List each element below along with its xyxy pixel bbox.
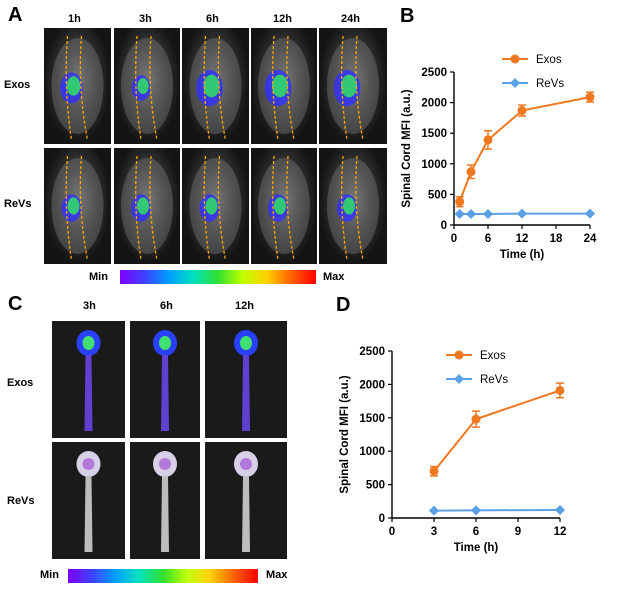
chart-b: 0 500 1000 1500 2000 2500 0 6 12 18 24 Time (h) Spin… [400, 5, 597, 261]
chart-d-point-exos [555, 385, 565, 395]
chart-b-point-exos [517, 106, 527, 116]
chart-b-point-revs [585, 208, 595, 219]
chart-b-xlabel: Time (h) [500, 249, 545, 261]
mouse-image-exos-4 [319, 28, 387, 144]
chart-b-ytick-label: 2500 [421, 67, 447, 79]
mouse-image-exos-0 [44, 28, 111, 144]
mouse-image-revs-0 [44, 148, 111, 264]
chart-b-legend-marker-revs [510, 78, 520, 88]
panel-c-time-6h: 6h [160, 300, 173, 312]
cord-image-revs-1 [130, 442, 200, 559]
panel-a-scale-max: Max [323, 271, 345, 283]
panel-a-time-12h: 12h [273, 13, 292, 25]
chart-d-xtick-label: 12 [554, 526, 567, 538]
panel-a-time-1h: 1h [68, 13, 81, 25]
panel-c-row-revs: ReVs [7, 495, 35, 507]
panel-c-letter: C [8, 293, 23, 315]
chart-d-legend-label-exos: Exos [480, 350, 506, 362]
chart-d-xtick-label: 0 [389, 526, 395, 538]
chart-d-series-revs-line [433, 508, 561, 512]
panel-a-scale-min: Min [89, 271, 108, 283]
chart-d-ytick-label: 1500 [359, 413, 385, 425]
cord-image-exos-1 [130, 321, 200, 438]
cord-image-exos-2 [205, 321, 287, 438]
panel-a-time-24h: 24h [341, 13, 360, 25]
chart-d-ytick-label: 2000 [359, 379, 385, 391]
chart-d-xtick-label: 9 [515, 526, 521, 538]
chart-d-xlabel: Time (h) [454, 542, 499, 554]
cord-image-revs-2 [205, 442, 287, 559]
chart-d-ytick-label: 0 [379, 513, 385, 525]
chart-d-legend-marker-revs [454, 374, 464, 384]
mouse-image-exos-1 [114, 28, 180, 144]
chart-b-ytick-label: 1500 [421, 128, 447, 140]
chart-d-xtick-label: 6 [473, 526, 479, 538]
mouse-image-revs-3 [251, 148, 317, 264]
chart-b-point-exos [455, 197, 465, 207]
mouse-image-exos-3 [251, 28, 317, 144]
chart-b-point-exos [585, 92, 595, 102]
panel-c-scale-max: Max [266, 569, 288, 581]
panel-c-time-12h: 12h [235, 300, 254, 312]
chart-d-legend-label-revs: ReVs [480, 374, 508, 386]
chart-d: 0 500 1000 1500 2000 2500 0 3 6 9 12 Time (h) Spinal… [336, 294, 567, 554]
chart-d-point-revs [471, 505, 481, 516]
chart-d-series-exos-line [433, 389, 561, 472]
chart-b-xtick-label: 6 [485, 233, 491, 245]
chart-d-ytick-label: 1000 [359, 446, 385, 458]
chart-b-legend-label-exos: Exos [536, 54, 562, 66]
chart-b-xtick-label: 18 [550, 233, 563, 245]
panel-c-scale-min: Min [40, 569, 59, 581]
chart-b-point-revs [454, 208, 465, 219]
chart-b-ylabel: Spinal Cord MFI (a.u.) [401, 89, 413, 207]
chart-d-ytick-label: 500 [366, 480, 385, 492]
chart-b-panel-letter: B [400, 5, 414, 27]
chart-b-legend-label-revs: ReVs [536, 78, 564, 90]
chart-b-point-exos [483, 135, 493, 145]
chart-b-point-exos [466, 167, 476, 177]
chart-b-point-revs [517, 208, 527, 219]
chart-d-xtick-label: 3 [431, 526, 437, 538]
chart-d-point-revs [429, 505, 439, 516]
panel-a-colorbar [120, 270, 316, 284]
panel-c-row-exos: Exos [7, 377, 34, 389]
cord-image-revs-0 [52, 442, 125, 559]
panel-a-time-3h: 3h [139, 13, 152, 25]
chart-d-ytick-label: 2500 [359, 346, 385, 358]
mouse-image-revs-1 [114, 148, 180, 264]
panel-c-time-3h: 3h [83, 300, 96, 312]
panel-a-row-exos: Exos [4, 79, 31, 91]
chart-b-xtick-label: 0 [451, 233, 457, 245]
mouse-image-revs-4 [319, 148, 387, 264]
chart-b-ytick-label: 0 [441, 220, 447, 232]
mouse-image-exos-2 [182, 28, 249, 144]
cord-image-exos-0 [52, 321, 125, 438]
panel-c-colorbar [68, 569, 258, 583]
mouse-image-revs-2 [182, 148, 249, 264]
chart-d-point-exos [471, 414, 481, 424]
chart-b-xtick-label: 12 [516, 233, 529, 245]
chart-b-point-revs [483, 208, 493, 219]
panel-a-row-revs: ReVs [4, 198, 32, 210]
chart-d-point-exos [429, 466, 439, 476]
chart-b-ytick-label: 500 [428, 189, 447, 201]
chart-d-legend-marker-exos [454, 350, 464, 360]
chart-b-ytick-label: 1000 [421, 159, 447, 171]
panel-a-time-6h: 6h [206, 13, 219, 25]
panel-a-letter: A [8, 4, 23, 26]
chart-d-ylabel: Spinal Cord MFI (a.u.) [339, 375, 351, 493]
chart-d-point-revs [555, 504, 565, 515]
chart-d-panel-letter: D [336, 294, 350, 316]
chart-b-ytick-label: 2000 [421, 98, 447, 110]
chart-b-point-revs [466, 208, 476, 219]
chart-b-xtick-label: 24 [584, 233, 597, 245]
chart-b-legend-marker-exos [510, 54, 520, 64]
